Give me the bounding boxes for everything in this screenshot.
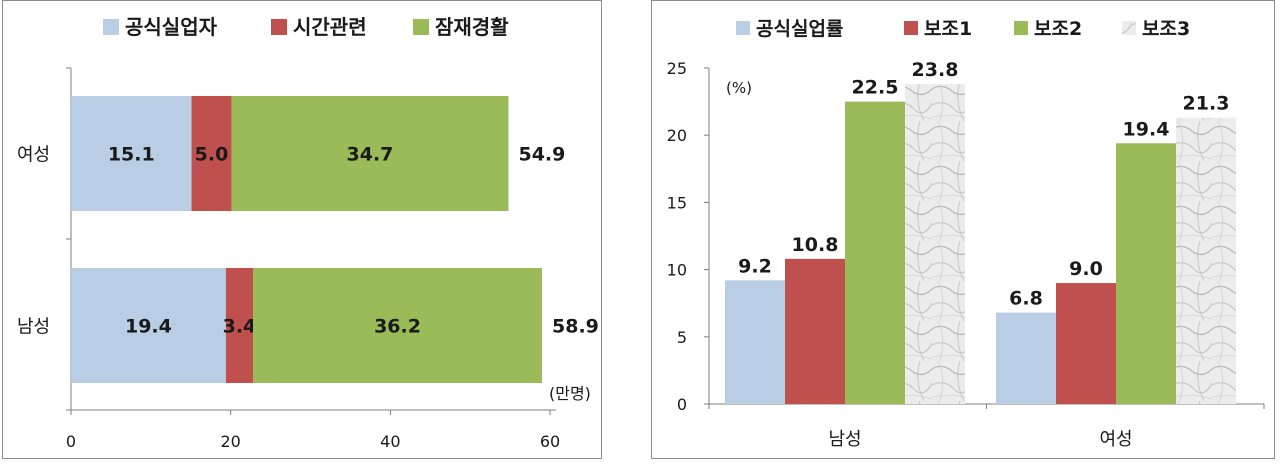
bar-1-2 (191, 96, 232, 211)
bar-1-1 (725, 280, 785, 404)
bar-value-label-2-4: 21.3 (1183, 93, 1230, 115)
legend-swatch-1 (103, 19, 119, 35)
category-label-1: 남성 (828, 429, 861, 450)
bar-2-3 (253, 268, 543, 383)
total-label-1: 54.9 (518, 144, 565, 166)
legend-label-1: 공식실업률 (756, 18, 843, 40)
bar-value-label-1-2: 5.0 (195, 144, 229, 166)
y-tick-label-4: 20 (667, 126, 687, 145)
chart-panel-left: 공식실업자 시간관련 잠재경활 0 20 40 60 여성 15.1 5.0 34.7 54.9 남성 1… (2, 0, 602, 459)
x-tick-label-3: 60 (540, 432, 560, 451)
bar-value-label-1-1: 9.2 (738, 255, 772, 277)
bar-value-label-2-1: 6.8 (1009, 288, 1043, 310)
bar-1-3 (845, 101, 905, 404)
legend-label-4: 보조3 (1142, 18, 1190, 40)
legend-label-1: 공식실업자 (125, 15, 218, 39)
unit-label: (%) (726, 79, 752, 97)
total-label-2: 58.9 (552, 316, 599, 338)
bar-2-4 (1176, 117, 1236, 404)
bar-2-1 (996, 312, 1056, 404)
bar-1-4 (905, 84, 965, 405)
bar-2-1 (71, 268, 226, 383)
legend-swatch-4 (1122, 21, 1136, 35)
bar-value-label-2-2: 9.0 (1069, 258, 1103, 280)
y-tick-label-2: 10 (667, 261, 687, 280)
x-tick-label-0: 0 (66, 432, 76, 451)
bar-value-label-1-3: 22.5 (852, 77, 899, 99)
bar-value-label-1-1: 15.1 (108, 144, 155, 166)
legend-swatch-3 (413, 19, 429, 35)
bar-value-label-2-3: 36.2 (374, 316, 421, 338)
legend-label-2: 시간관련 (293, 15, 367, 39)
bar-2-2 (1056, 283, 1116, 404)
bar-2-2 (225, 268, 254, 383)
bar-1-2 (785, 258, 845, 404)
legend-swatch-2 (271, 19, 287, 35)
legend-label-3: 잠재경활 (435, 15, 509, 39)
category-label-1: 여성 (17, 145, 50, 166)
stacked-bar-chart: 공식실업자 시간관련 잠재경활 0 20 40 60 여성 15.1 5.0 34.7 54.9 남성 1… (17, 15, 599, 451)
x-tick-label-1: 20 (220, 432, 240, 451)
bar-value-label-1-3: 34.7 (347, 144, 394, 166)
bar-2-3 (1116, 143, 1176, 404)
y-tick-label-1: 5 (677, 328, 687, 347)
bar-1-1 (71, 96, 192, 211)
y-tick-label-0: 0 (677, 395, 687, 414)
x-tick-label-2: 40 (380, 432, 400, 451)
bar-value-label-1-2: 10.8 (792, 234, 839, 256)
bar-value-label-1-4: 23.8 (912, 59, 959, 81)
grouped-bar-chart: 공식실업률 보조1 보조2 보조3 0 5 10 15 20 25 (%) 9.2 10.8 22.5 23… (667, 18, 1265, 450)
y-tick-label-3: 15 (667, 193, 687, 212)
legend-label-2: 보조1 (924, 18, 972, 40)
unit-label: (만명) (549, 384, 591, 403)
legend-swatch-1 (736, 21, 750, 35)
bar-value-label-2-2: 3.4 (223, 316, 257, 338)
bar-1-3 (231, 96, 509, 211)
legend-label-3: 보조2 (1034, 18, 1082, 40)
chart-panel-right: 공식실업률 보조1 보조2 보조3 0 5 10 15 20 25 (%) 9.2 10.8 22.5 23… (651, 0, 1275, 459)
category-label-2: 여성 (1099, 429, 1132, 450)
legend-swatch-2 (904, 21, 918, 35)
bar-value-label-2-1: 19.4 (125, 316, 172, 338)
bar-value-label-2-3: 19.4 (1123, 118, 1170, 140)
legend-swatch-3 (1014, 21, 1028, 35)
category-label-2: 남성 (17, 317, 50, 338)
y-tick-label-5: 25 (667, 59, 687, 78)
